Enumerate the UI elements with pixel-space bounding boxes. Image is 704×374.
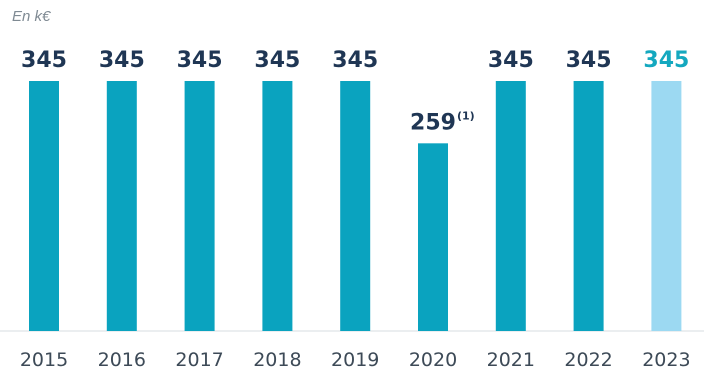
bar-2018 xyxy=(262,81,293,331)
bar-2021 xyxy=(495,81,526,331)
bar-2019 xyxy=(340,81,371,331)
footnote-mark-2020: (1) xyxy=(457,109,475,122)
unit-label: En k€ xyxy=(12,8,51,25)
value-label-2022: 345 xyxy=(566,48,612,73)
bar-2020 xyxy=(418,143,448,331)
value-label-2023: 345 xyxy=(643,48,689,73)
x-tick-2021: 2021 xyxy=(487,349,535,371)
x-tick-2018: 2018 xyxy=(253,349,301,371)
x-tick-2016: 2016 xyxy=(98,349,146,371)
x-tick-2019: 2019 xyxy=(331,349,379,371)
bar-2015 xyxy=(29,81,59,331)
x-tick-2015: 2015 xyxy=(20,349,68,371)
value-label-2016: 345 xyxy=(99,48,145,73)
value-label-2021: 345 xyxy=(488,48,534,73)
value-label-2017: 345 xyxy=(177,48,223,73)
bar-2017 xyxy=(184,81,215,331)
x-tick-2017: 2017 xyxy=(175,349,223,371)
value-label-2019: 345 xyxy=(332,48,378,73)
value-label-2020: 259 xyxy=(410,110,456,135)
value-label-2015: 345 xyxy=(21,48,67,73)
x-tick-2020: 2020 xyxy=(409,349,457,371)
bar-2023 xyxy=(651,81,682,331)
x-tick-2022: 2022 xyxy=(564,349,612,371)
bar-2016 xyxy=(106,81,137,331)
value-label-2018: 345 xyxy=(254,48,300,73)
x-tick-2023: 2023 xyxy=(642,349,690,371)
bar-2022 xyxy=(573,81,604,331)
